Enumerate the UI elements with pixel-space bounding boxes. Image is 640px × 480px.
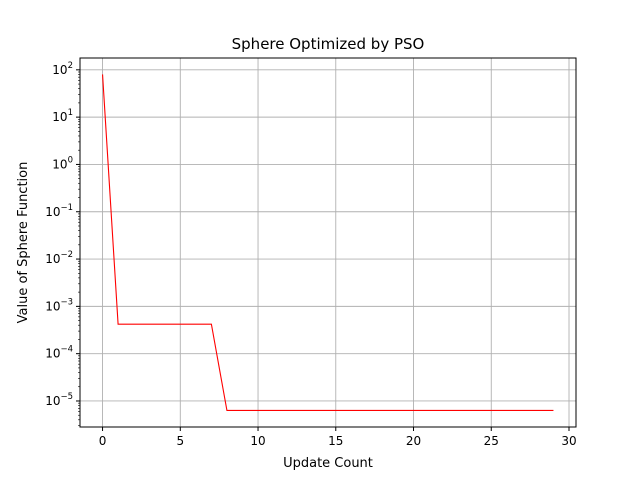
x-tick-label: 25 <box>484 434 499 448</box>
y-tick-label: 10−3 <box>45 297 73 313</box>
y-tick-label: 10−1 <box>45 203 73 219</box>
chart-title: Sphere Optimized by PSO <box>232 35 425 53</box>
x-tick-label: 30 <box>561 434 576 448</box>
x-axis-label: Update Count <box>283 456 373 471</box>
tick-marks <box>76 69 570 431</box>
x-tick-label: 15 <box>328 434 343 448</box>
series-layer <box>102 74 554 412</box>
y-tick-label: 10−5 <box>45 392 73 408</box>
x-tick-label: 5 <box>176 434 184 448</box>
tick-labels: 0 5 10 15 20 25 30 102 101 100 10−1 10−2 10−3 10−4 10−… <box>45 61 576 448</box>
y-tick-label: 102 <box>52 61 73 77</box>
y-tick-label: 10−4 <box>45 345 73 361</box>
grid-lines <box>80 58 576 427</box>
x-tick-label: 20 <box>406 434 421 448</box>
y-tick-label: 100 <box>52 155 73 171</box>
y-axis-label: Value of Sphere Function <box>16 162 31 324</box>
plot-area <box>80 58 576 427</box>
x-tick-label: 10 <box>250 434 265 448</box>
x-tick-label: 0 <box>99 434 107 448</box>
axes-frame <box>79 57 577 428</box>
series-line <box>102 74 554 412</box>
y-tick-label: 101 <box>52 108 73 124</box>
y-tick-label: 10−2 <box>45 250 73 266</box>
